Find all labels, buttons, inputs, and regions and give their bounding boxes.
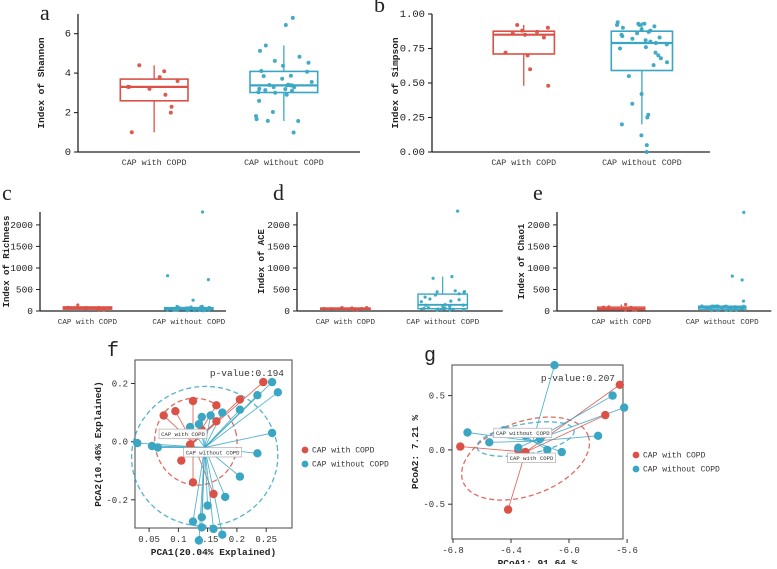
svg-text:-5.6: -5.6 — [616, 546, 638, 556]
svg-text:0: 0 — [284, 306, 290, 317]
svg-text:PCA1(20.04% Explained): PCA1(20.04% Explained) — [151, 547, 276, 558]
svg-text:0.25: 0.25 — [400, 113, 425, 125]
svg-text:0.00: 0.00 — [400, 147, 425, 159]
svg-text:0.0: 0.0 — [112, 438, 128, 448]
svg-text:500: 500 — [533, 285, 550, 296]
svg-text:1.00: 1.00 — [400, 9, 425, 21]
svg-text:0.05: 0.05 — [138, 535, 160, 545]
svg-text:2000: 2000 — [267, 220, 290, 231]
svg-text:CAP with COPD: CAP with COPD — [122, 158, 187, 168]
svg-text:CAP without COPD: CAP without COPD — [312, 461, 389, 470]
svg-text:-0.5: -0.5 — [423, 500, 445, 510]
svg-text:PCoA1: 91.64 %: PCoA1: 91.64 % — [498, 558, 578, 564]
svg-text:2: 2 — [65, 108, 71, 120]
svg-text:2000: 2000 — [527, 220, 550, 231]
svg-text:CAP with COPD: CAP with COPD — [643, 452, 706, 461]
svg-text:p-value:0.194: p-value:0.194 — [210, 368, 284, 379]
svg-text:CAP with COPD: CAP with COPD — [316, 319, 376, 327]
svg-text:0.50: 0.50 — [400, 78, 425, 90]
svg-text:500: 500 — [16, 285, 33, 296]
svg-text:CAP without COPD: CAP without COPD — [602, 158, 682, 168]
svg-text:PCoA2: 7.21 %: PCoA2: 7.21 % — [410, 415, 421, 489]
svg-text:CAP without COPD: CAP without COPD — [244, 158, 324, 168]
svg-text:PCA2(10.46% Explained): PCA2(10.46% Explained) — [93, 381, 104, 506]
svg-text:-6.0: -6.0 — [558, 546, 580, 556]
svg-text:CAP with COPD: CAP with COPD — [510, 455, 554, 462]
svg-text:CAP with COPD: CAP with COPD — [58, 319, 118, 327]
svg-text:-6.4: -6.4 — [500, 546, 522, 556]
svg-text:0.0: 0.0 — [429, 446, 445, 456]
svg-text:CAP with COPD: CAP with COPD — [312, 447, 375, 456]
svg-text:1000: 1000 — [527, 263, 550, 274]
svg-text:0: 0 — [27, 306, 33, 317]
svg-text:0.1: 0.1 — [170, 535, 186, 545]
svg-text:Index of ACE: Index of ACE — [257, 228, 267, 293]
svg-text:Index of Richness: Index of Richness — [2, 216, 12, 308]
svg-text:Index of Simpson: Index of Simpson — [390, 37, 401, 129]
svg-text:c: c — [2, 180, 12, 205]
svg-text:CAP without COPD: CAP without COPD — [643, 466, 720, 475]
svg-text:e: e — [533, 180, 543, 205]
svg-text:0: 0 — [544, 306, 550, 317]
svg-text:-6.8: -6.8 — [442, 546, 464, 556]
svg-text:1500: 1500 — [10, 241, 33, 252]
svg-text:0.2: 0.2 — [229, 535, 245, 545]
svg-text:CAP with COPD: CAP with COPD — [592, 319, 652, 327]
svg-text:CAP without COPD: CAP without COPD — [152, 319, 225, 327]
svg-text:d: d — [273, 180, 284, 205]
svg-text:CAP without COPD: CAP without COPD — [496, 430, 550, 437]
svg-text:a: a — [40, 0, 50, 25]
svg-text:CAP with COPD: CAP with COPD — [161, 431, 205, 438]
svg-text:1500: 1500 — [527, 241, 550, 252]
svg-text:CAP without COPD: CAP without COPD — [186, 450, 240, 457]
svg-text:1000: 1000 — [10, 263, 33, 274]
svg-text:1500: 1500 — [267, 241, 290, 252]
svg-text:0.25: 0.25 — [255, 535, 277, 545]
svg-text:500: 500 — [273, 285, 290, 296]
svg-text:0: 0 — [65, 147, 71, 159]
svg-text:Index of Shannon: Index of Shannon — [36, 37, 47, 129]
svg-text:CAP without COPD: CAP without COPD — [686, 319, 759, 327]
svg-text:1000: 1000 — [267, 263, 290, 274]
svg-text:Index of Chao1: Index of Chao1 — [517, 223, 527, 299]
svg-text:0.5: 0.5 — [429, 392, 445, 402]
svg-text:b: b — [374, 0, 385, 17]
svg-text:4: 4 — [65, 68, 71, 80]
svg-text:0.75: 0.75 — [400, 44, 425, 56]
svg-text:CAP without COPD: CAP without COPD — [406, 319, 479, 327]
svg-text:f: f — [107, 340, 119, 363]
svg-text:CAP with COPD: CAP with COPD — [491, 158, 556, 168]
svg-text:2000: 2000 — [10, 220, 33, 231]
svg-text:-0.2: -0.2 — [106, 496, 128, 506]
svg-text:6: 6 — [65, 29, 71, 41]
svg-text:0.2: 0.2 — [112, 380, 128, 390]
svg-text:g: g — [424, 345, 436, 368]
